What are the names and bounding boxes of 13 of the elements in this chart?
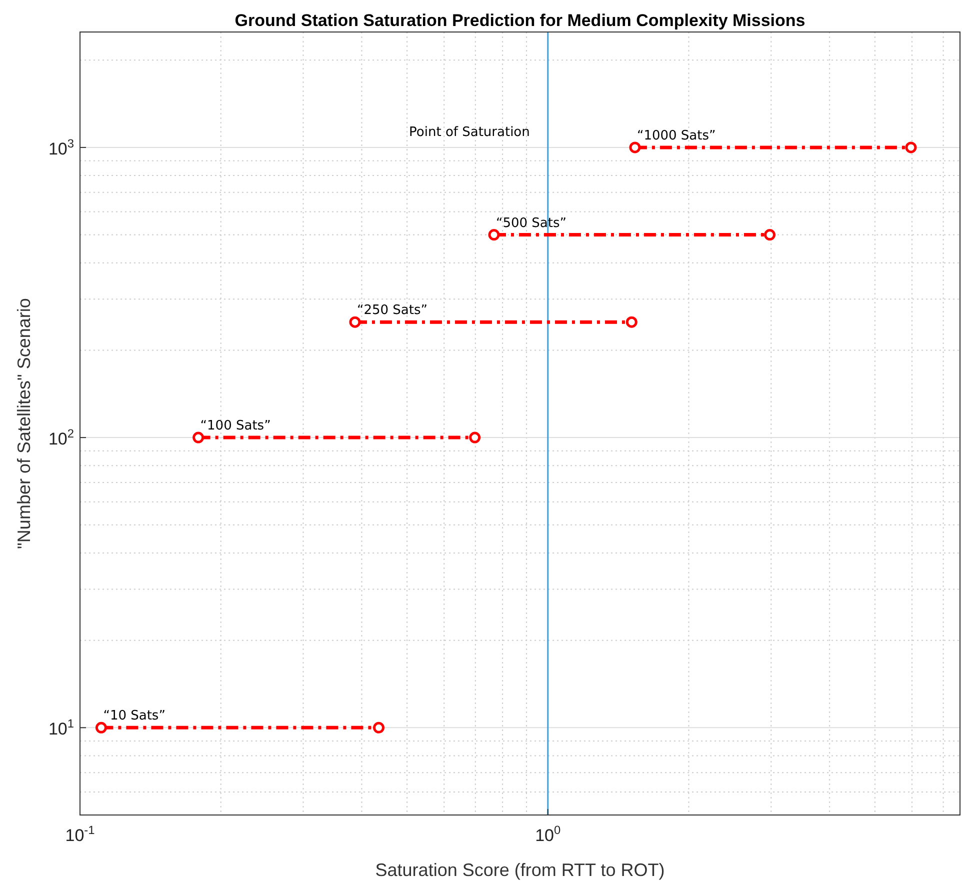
y-tick-label: 10$^{1}$: [48, 716, 74, 739]
annotation: “1000 Sats”: [636, 128, 716, 144]
annotation: “10 Sats”: [103, 708, 166, 724]
y-tick-label: 10$^{2}$: [48, 426, 74, 449]
x-tick-label: 10$^{0}$: [535, 823, 562, 845]
ref-line-label: Point of Saturation: [409, 125, 530, 140]
chart-title: Ground Station Saturation Prediction for Medium Complexity Missions: [234, 11, 806, 30]
y-tick-label: 10$^{3}$: [48, 136, 74, 158]
annotation: “250 Sats”: [356, 303, 428, 318]
x-axis-title: Saturation Score (from RTT to ROT): [375, 860, 665, 880]
x-tick-label: 10$^{-1}$: [65, 823, 96, 845]
y-axis-title: "Number of Satellites" Scenario: [14, 298, 34, 549]
annotation: “100 Sats”: [200, 418, 271, 434]
